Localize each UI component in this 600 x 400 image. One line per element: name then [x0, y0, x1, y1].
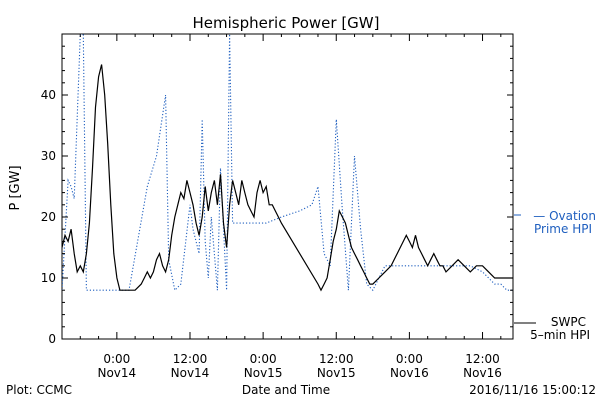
x-tick-time: 12:00 [173, 352, 208, 366]
footer-right: 2016/11/16 15:00:12 [469, 383, 596, 397]
x-tick-time: 0:00 [250, 352, 277, 366]
series-layer [62, 34, 513, 292]
x-tick-time: 12:00 [465, 352, 500, 366]
x-tick-date: Nov15 [244, 366, 283, 380]
y-axis-label: P [GW] [8, 165, 23, 210]
series-ovation-line [62, 34, 513, 292]
series-swpc-line [62, 64, 513, 292]
y-axis: 0 10 20 30 40 [41, 45, 513, 346]
legend-ovation: — Ovation Prime HPI [514, 209, 596, 236]
x-tick-date: Nov14 [97, 366, 136, 380]
footer-left: Plot: CCMC [6, 383, 72, 397]
y-tick-label: 40 [41, 88, 56, 102]
x-tick-date: Nov16 [463, 366, 502, 380]
legend-ovation-label: — Ovation [533, 209, 596, 223]
y-tick-label: 10 [41, 271, 56, 285]
x-tick-date: Nov14 [171, 366, 210, 380]
y-tick-label: 30 [41, 149, 56, 163]
plot-area [61, 33, 514, 340]
y-tick-label: 0 [48, 332, 56, 346]
plot-frame [61, 33, 514, 340]
legend-swpc-label2: 5–min HPI [530, 328, 590, 342]
chart-title: Hemispheric Power [GW] [193, 14, 380, 32]
x-tick-date: Nov16 [390, 366, 429, 380]
x-tick-time: 12:00 [319, 352, 354, 366]
x-tick-time: 0:00 [396, 352, 423, 366]
x-tick-date: Nov15 [317, 366, 356, 380]
legend-ovation-label2: Prime HPI [534, 222, 592, 236]
legend-swpc-label: SWPC [551, 315, 586, 329]
y-tick-label: 20 [41, 210, 56, 224]
legend-swpc: SWPC 5–min HPI [514, 315, 590, 342]
x-axis-label: Date and Time [242, 383, 330, 397]
x-tick-time: 0:00 [103, 352, 130, 366]
x-axis: 0:00Nov1412:00Nov140:00Nov1512:00Nov150:… [79, 34, 502, 380]
legend: — Ovation Prime HPI SWPC 5–min HPI [514, 209, 596, 342]
